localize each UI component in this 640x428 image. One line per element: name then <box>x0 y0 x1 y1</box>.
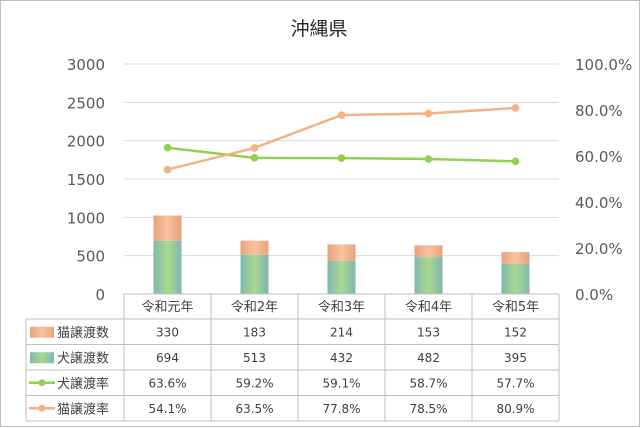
data-label: 152 <box>504 325 527 339</box>
data-label: 80.9% <box>496 402 534 416</box>
chart-title: 沖縄県 <box>290 18 347 40</box>
series-point <box>424 155 433 163</box>
series-point <box>337 154 346 162</box>
category-label: 令和5年 <box>492 300 539 315</box>
left-tick-label: 500 <box>76 248 105 266</box>
bar-cat <box>414 245 443 258</box>
right-tick-label: 100.0% <box>575 56 632 74</box>
legend-label: 猫譲渡数 <box>57 325 109 341</box>
data-label: 59.1% <box>322 376 360 390</box>
series-point <box>250 144 259 152</box>
data-label: 153 <box>417 325 440 339</box>
data-label: 63.5% <box>235 402 273 416</box>
bar-dog <box>153 240 182 294</box>
data-label: 694 <box>156 351 179 365</box>
bar-cat <box>327 244 356 261</box>
right-tick-label: 0.0% <box>575 286 613 304</box>
category-label: 令和2年 <box>231 300 278 315</box>
left-tick-label: 3000 <box>67 56 105 74</box>
right-tick-label: 20.0% <box>575 240 623 258</box>
bar-cat <box>501 252 530 264</box>
left-tick-label: 2000 <box>67 133 105 151</box>
data-label: 77.8% <box>322 402 360 416</box>
rate-lines <box>163 104 520 174</box>
bar-cat <box>153 215 182 241</box>
data-label: 395 <box>504 351 527 365</box>
legend-label: 犬譲渡率 <box>57 376 109 392</box>
gridlines <box>124 63 559 295</box>
bar-cat <box>240 240 269 255</box>
legend-key-dot <box>38 404 46 412</box>
category-label: 令和3年 <box>318 300 365 315</box>
right-axis-ticks: 0.0% 20.0% 40.0% 60.0% 80.0% 100.0% <box>575 56 632 304</box>
legend-key-bar <box>30 352 54 364</box>
data-label: 78.5% <box>409 402 447 416</box>
data-label: 432 <box>330 351 353 365</box>
bar-dog <box>501 263 530 294</box>
legend-label: 猫譲渡率 <box>57 401 109 417</box>
series-point <box>511 157 520 166</box>
left-axis-ticks: 0 500 1000 1500 2000 2500 3000 <box>67 56 105 304</box>
legend-key-bar <box>30 326 54 338</box>
legend-key-dot <box>38 379 46 387</box>
bar-dog <box>414 257 443 294</box>
data-label: 63.6% <box>148 376 186 390</box>
left-tick-label: 1000 <box>67 209 105 227</box>
series-point <box>163 165 172 174</box>
left-tick-label: 0 <box>95 286 105 304</box>
left-tick-label: 1500 <box>67 171 105 189</box>
stacked-bars <box>153 215 530 294</box>
series-point <box>424 109 433 118</box>
series-point <box>250 154 259 162</box>
right-tick-label: 60.0% <box>575 148 623 166</box>
data-label: 214 <box>330 325 353 339</box>
category-label: 令和4年 <box>405 300 452 315</box>
data-label: 57.7% <box>496 376 534 390</box>
data-label: 482 <box>417 351 440 365</box>
right-tick-label: 40.0% <box>575 194 623 212</box>
data-label: 183 <box>243 325 266 339</box>
data-label: 330 <box>156 325 179 339</box>
series-point <box>337 111 346 119</box>
category-label: 令和元年 <box>141 300 193 315</box>
series-point <box>511 104 520 112</box>
data-label: 59.2% <box>235 376 273 390</box>
series-point <box>163 143 172 152</box>
legend-label: 犬譲渡数 <box>57 350 109 366</box>
right-tick-label: 80.0% <box>575 102 623 120</box>
bar-dog <box>327 260 356 294</box>
data-label: 54.1% <box>148 402 186 416</box>
data-label: 58.7% <box>409 376 447 390</box>
left-tick-label: 2500 <box>67 94 105 112</box>
data-label: 513 <box>243 351 266 365</box>
bar-dog <box>240 254 269 294</box>
